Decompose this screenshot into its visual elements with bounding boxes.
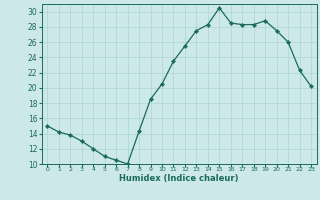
X-axis label: Humidex (Indice chaleur): Humidex (Indice chaleur)	[119, 174, 239, 183]
